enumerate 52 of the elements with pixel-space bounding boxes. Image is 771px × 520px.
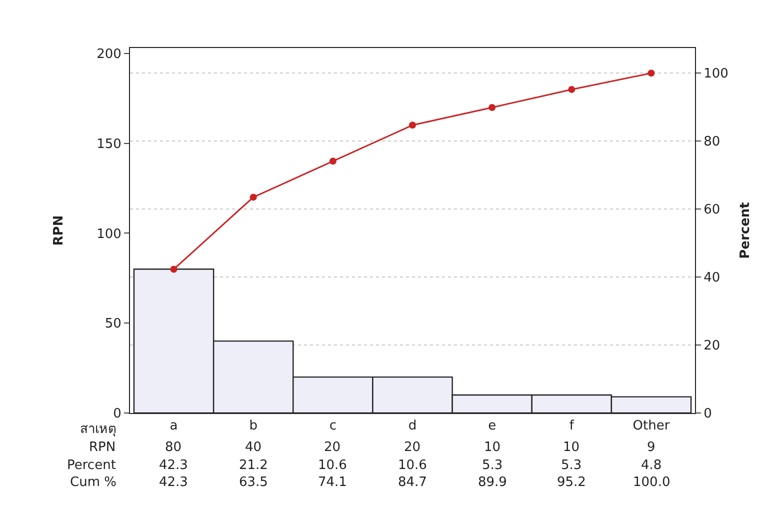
point [488,104,496,111]
data-label: 10 [563,440,580,455]
data-label: 63.5 [239,475,268,490]
x-tick-label: d [408,418,417,434]
text: 10.6 [318,458,347,473]
text: 4.8 [641,458,662,473]
text: Percent [67,458,116,473]
x-tick-label: a [170,418,178,434]
y-tick-label: 50 [104,316,122,332]
y-tick-label: 100 [96,226,122,242]
data-label: 89.9 [478,475,507,490]
data-label: 9 [647,440,656,455]
data-label: 80 [165,440,182,455]
y-axis-title: RPN [52,215,67,246]
point [648,70,655,77]
x-tick-label: e [488,418,496,434]
text: 42.3 [159,458,188,473]
data-label: 100.0 [633,475,670,490]
y-tick-label: 150 [96,136,122,152]
y2-tick-label: 20 [704,338,720,354]
data-label: 20 [324,440,341,455]
y2-tick-label: 60 [704,202,720,218]
y2-tick-label: 0 [704,406,712,422]
text: Cum % [70,475,116,490]
point [568,86,576,93]
point [409,122,416,129]
x-tick-label: b [249,418,258,434]
data-label: 95.2 [557,475,586,490]
x-axis-title: สาเหตุ [80,422,116,437]
text: 10.6 [398,458,427,473]
x-tick-label: f [569,418,574,434]
text: RPN [89,440,116,455]
data-label: 20 [404,440,421,455]
y2-tick-label: 100 [704,66,728,82]
data-label: 40 [245,440,262,455]
point [170,266,178,273]
x-tick-label: Other [632,418,670,434]
data-label: 84.7 [398,475,427,490]
y-tick-label: 0 [113,406,122,422]
y2-tick-label: 40 [704,270,720,286]
y2-tick-label: 80 [704,134,720,150]
data-label: 74.1 [318,475,347,490]
point [329,158,336,165]
point [250,194,257,201]
data-label: 42.3 [159,475,188,490]
text: 21.2 [239,458,268,473]
y-tick-label: 200 [96,46,122,62]
data-label: 10 [484,440,501,455]
x-tick-label: c [329,418,336,434]
text: 5.3 [482,458,503,473]
text: 5.3 [561,458,582,473]
y2-axis-title: Percent [738,202,754,259]
